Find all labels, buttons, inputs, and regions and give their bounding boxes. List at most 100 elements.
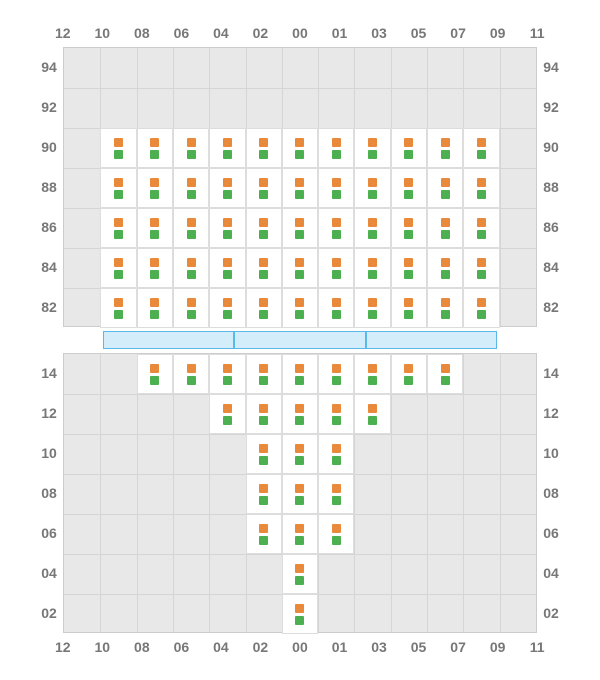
seat-cell[interactable] [282,594,318,634]
status-dot-bottom [441,150,450,159]
seat-cell[interactable] [137,288,173,328]
seat-cell[interactable] [100,208,136,248]
seat-cell[interactable] [318,288,354,328]
seat-cell[interactable] [463,288,499,328]
seat-cell[interactable] [354,394,390,434]
seat-cell[interactable] [463,168,499,208]
seat-cell[interactable] [318,248,354,288]
seat-cell[interactable] [391,354,427,394]
seat-cell[interactable] [463,248,499,288]
seat-cell[interactable] [427,168,463,208]
seat-cell[interactable] [209,394,245,434]
seat-cell[interactable] [137,168,173,208]
seat-cell[interactable] [318,208,354,248]
seat-cell[interactable] [282,354,318,394]
seat-cell[interactable] [354,248,390,288]
seat-cell[interactable] [318,128,354,168]
seat-cell[interactable] [137,354,173,394]
seat-cell[interactable] [209,208,245,248]
seat-cell[interactable] [427,354,463,394]
seat-cell[interactable] [246,168,282,208]
seat-cell[interactable] [318,394,354,434]
row-label: 84 [35,247,63,287]
seat-cell[interactable] [318,434,354,474]
seat-cell[interactable] [282,474,318,514]
seat-cell[interactable] [246,514,282,554]
seat-cell[interactable] [354,208,390,248]
col-label: 01 [320,25,360,41]
seat-cell[interactable] [246,434,282,474]
status-dot-bottom [114,310,123,319]
seat-cell[interactable] [282,288,318,328]
col-label: 03 [359,639,399,655]
col-label: 09 [478,639,518,655]
seat-cell[interactable] [427,248,463,288]
seat-cell[interactable] [463,128,499,168]
seat-cell[interactable] [137,128,173,168]
seat-cell[interactable] [282,208,318,248]
seat-cell[interactable] [246,208,282,248]
seat-cell[interactable] [246,128,282,168]
status-dot-bottom [332,536,341,545]
status-dot-top [259,444,268,453]
seat-cell[interactable] [173,288,209,328]
seat-cell[interactable] [318,354,354,394]
status-dot-top [332,484,341,493]
seat-cell[interactable] [354,288,390,328]
seat-cell[interactable] [100,288,136,328]
seat-cell[interactable] [137,208,173,248]
seat-cell[interactable] [318,474,354,514]
seat-cell[interactable] [282,128,318,168]
seat-cell[interactable] [209,128,245,168]
seat-cell[interactable] [173,208,209,248]
status-dot-top [114,178,123,187]
col-label: 06 [162,25,202,41]
seat-cell[interactable] [318,514,354,554]
seat-cell[interactable] [427,128,463,168]
status-dot-bottom [223,376,232,385]
seat-cell[interactable] [100,248,136,288]
seat-cell[interactable] [246,288,282,328]
seat-cell[interactable] [282,168,318,208]
seat-cell[interactable] [209,168,245,208]
seat-cell[interactable] [282,514,318,554]
seat-cell[interactable] [209,248,245,288]
status-dot-bottom [332,150,341,159]
status-dot-top [223,138,232,147]
seat-cell[interactable] [246,394,282,434]
seat-cell[interactable] [282,394,318,434]
seat-cell[interactable] [282,434,318,474]
seat-cell[interactable] [209,288,245,328]
seat-cell[interactable] [354,168,390,208]
seat-cell[interactable] [354,354,390,394]
seat-cell[interactable] [137,248,173,288]
seat-cell[interactable] [427,288,463,328]
seat-cell[interactable] [246,354,282,394]
seat-cell[interactable] [282,554,318,594]
seat-cell[interactable] [246,474,282,514]
seat-cell[interactable] [209,354,245,394]
seat-cell[interactable] [173,168,209,208]
seat-cell[interactable] [354,128,390,168]
row-label: 02 [35,593,63,633]
status-dot-bottom [368,376,377,385]
seat-cell[interactable] [463,208,499,248]
seat-cell[interactable] [391,168,427,208]
seat-cell[interactable] [282,248,318,288]
seat-cell[interactable] [318,168,354,208]
seat-cell[interactable] [100,168,136,208]
seat-cell[interactable] [391,288,427,328]
seat-cell[interactable] [391,208,427,248]
seat-cell[interactable] [173,128,209,168]
col-label: 00 [280,639,320,655]
seat-cell[interactable] [427,208,463,248]
seat-cell[interactable] [100,128,136,168]
seat-cell[interactable] [391,248,427,288]
seat-cell[interactable] [246,248,282,288]
status-dot-top [404,138,413,147]
col-label: 08 [122,25,162,41]
seat-cell[interactable] [173,248,209,288]
seat-cell[interactable] [173,354,209,394]
seat-cell[interactable] [391,128,427,168]
status-dot-bottom [259,536,268,545]
